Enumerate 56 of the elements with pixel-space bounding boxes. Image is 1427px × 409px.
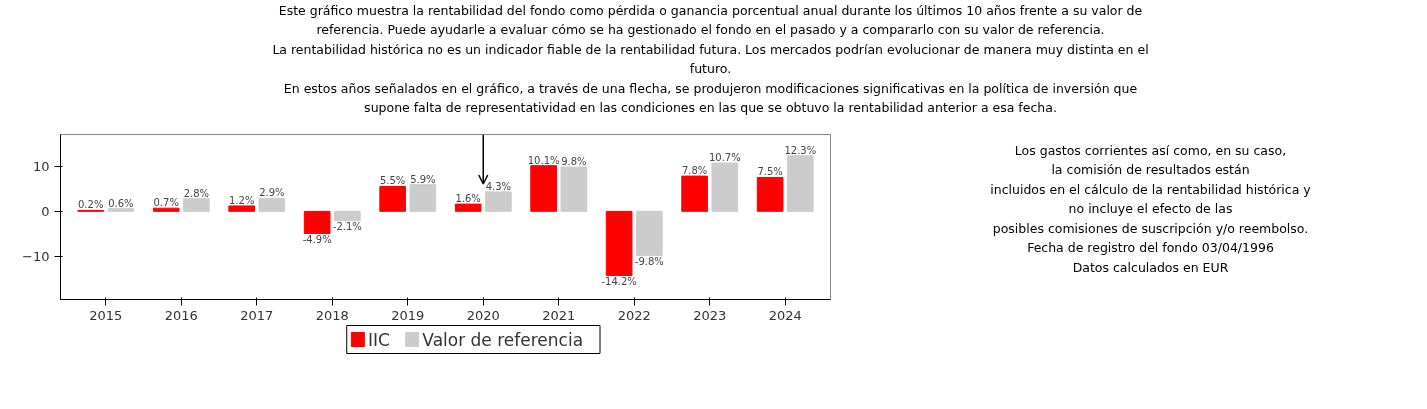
bar (409, 184, 437, 212)
bar (303, 210, 331, 234)
x-tick-label: 2019 (391, 307, 425, 323)
data-label: 10.7% (708, 151, 741, 163)
bar (635, 210, 663, 257)
bar (681, 175, 708, 212)
data-label: 5.9% (410, 173, 436, 185)
bar (605, 210, 633, 277)
data-label: 5.5% (379, 175, 406, 187)
x-tick-label: 2015 (89, 307, 123, 323)
data-label: 2.9% (259, 187, 285, 199)
legend-label: Valor de referencia (422, 329, 584, 350)
bar (756, 176, 784, 212)
bar (560, 166, 588, 212)
x-tick-label: 2023 (693, 307, 727, 323)
x-tick-label: 2016 (164, 307, 198, 323)
bar (530, 165, 557, 212)
data-label: 1.6% (455, 193, 481, 205)
bar (379, 185, 406, 212)
data-label: 1.2% (228, 194, 255, 206)
x-tick-label: 2018 (315, 307, 349, 323)
bar (228, 205, 256, 212)
data-label: 9.8% (561, 156, 587, 168)
data-label: 12.3% (784, 144, 817, 156)
data-label: 10.1% (527, 154, 560, 166)
y-tick-label: −10 (22, 249, 50, 265)
data-label: -2.1% (332, 220, 362, 232)
bar (786, 155, 814, 212)
x-tick-label: 2022 (617, 307, 651, 323)
chart-title: Este gráfico muestra la rentabilidad del fondo como pérdida o ganancia porcentual anual durante los últimos 10 años frente a su valor de referencia. Puede ayudarle a evaluar cómo se ha gestionado el fondo en el pasado y a compararlo con su valor de referencia. La rentabilidad histórica no es un indicador fiable de la rentabilidad futura. Los mercados podrían evolucionar de manera muy distinta en el futuro. En estos años señalados en el gráfico, a través de una flecha, se produjeron modificaciones significativas en la política de inversión que supone falta de representatividad en las condiciones en las que se obtuvo la rentabilidad anterior a esa fecha. (272, 2, 1149, 115)
bar (152, 207, 180, 212)
data-label: -14.2% (601, 275, 637, 287)
text: Los gastos corrientes así como, en su caso, la comisión de resultados están incluidos en el cálculo de la rentabilidad histórica y no incluye el efecto de las posibles comisiones de suscripción y/o reembolso. Fecha de registro del fondo 03/04/1996 Datos calculados en EUR (990, 142, 1312, 275)
x-tick-label: 2017 (240, 307, 274, 323)
data-label: 0.2% (77, 199, 104, 211)
x-tick-label: 2021 (542, 307, 576, 323)
data-label: 7.8% (681, 165, 708, 177)
legend-label: IIC (368, 329, 390, 350)
data-label: 4.3% (485, 180, 512, 192)
bar (183, 198, 210, 212)
bar (485, 191, 512, 212)
data-label: 0.6% (108, 197, 134, 209)
y-tick-label: 10 (32, 158, 50, 174)
bar (454, 203, 482, 212)
bar (334, 210, 361, 222)
bar (711, 162, 739, 212)
data-label: -4.9% (302, 233, 332, 245)
data-label: 0.7% (153, 197, 179, 209)
x-tick-label: 2024 (768, 307, 802, 323)
data-label: -9.8% (634, 255, 664, 267)
bar (258, 197, 286, 212)
data-label: 2.8% (183, 187, 210, 199)
bar (107, 208, 135, 212)
y-tick-label: 0 (41, 203, 50, 219)
x-tick-label: 2020 (466, 307, 500, 323)
data-label: 7.5% (757, 166, 783, 178)
